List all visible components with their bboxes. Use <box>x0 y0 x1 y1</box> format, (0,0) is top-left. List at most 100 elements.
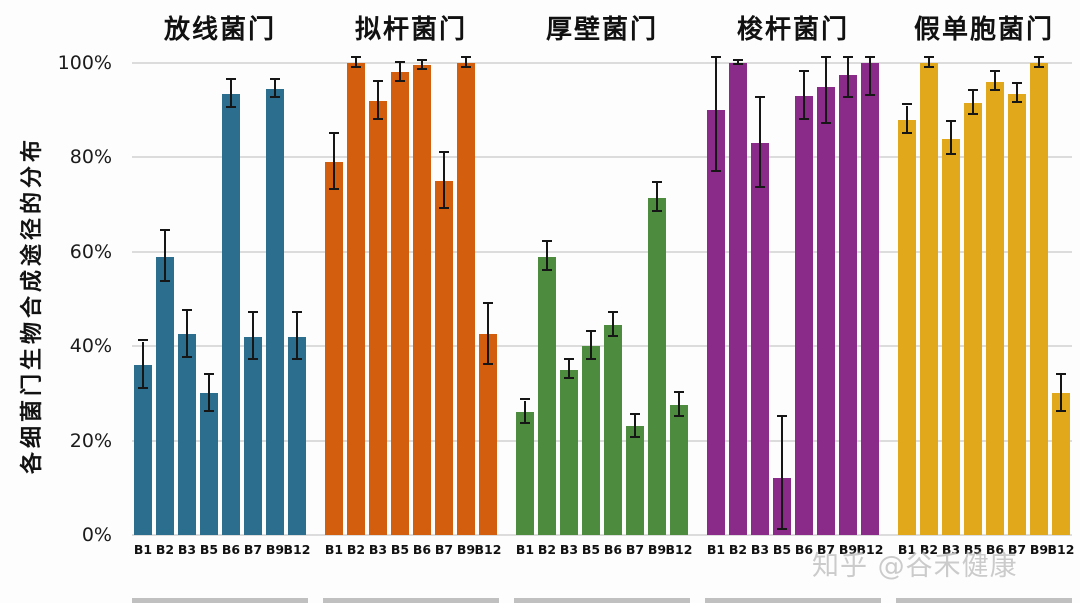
gridline <box>132 62 1072 64</box>
bar <box>516 412 534 535</box>
error-bar <box>399 63 401 82</box>
error-cap-top <box>711 56 721 59</box>
bar-slot: B3 <box>751 63 769 557</box>
x-tick-label: B12 <box>1047 542 1075 557</box>
bar <box>1030 63 1048 535</box>
error-cap-bottom <box>865 94 875 97</box>
group-title: 厚壁菌门 <box>545 15 659 45</box>
error-cap-bottom <box>674 415 684 417</box>
bar <box>325 162 343 535</box>
error-cap-bottom <box>1012 101 1022 104</box>
error-bar <box>1060 374 1062 413</box>
error-cap-top <box>395 61 405 63</box>
error-bar <box>715 58 717 172</box>
error-cap-bottom <box>843 96 853 99</box>
x-tick-label: B12 <box>856 542 884 557</box>
bar-slot: B6 <box>222 63 240 557</box>
gridline <box>132 534 1072 536</box>
x-tick-label: B6 <box>985 542 1005 557</box>
error-bar <box>678 393 680 417</box>
error-bar <box>972 91 974 115</box>
y-tick-label: 100% <box>57 52 112 74</box>
error-bar <box>634 414 636 439</box>
bar-slot: B12 <box>666 63 692 557</box>
error-bar <box>274 79 276 99</box>
y-tick-label: 0% <box>81 524 112 546</box>
bar <box>942 138 960 535</box>
error-cap-bottom <box>586 358 596 361</box>
error-cap-bottom <box>564 377 574 380</box>
bar-slot: B6 <box>413 58 431 557</box>
x-tick-label: B3 <box>368 542 388 557</box>
error-cap-top <box>990 70 1000 73</box>
bar <box>817 86 835 535</box>
error-bar <box>487 303 489 366</box>
bar-group: 假单胞菌门 B1 B2 B3 B5 B6 B7 B9 B12 <box>896 15 1075 557</box>
bar <box>920 63 938 535</box>
error-bar <box>612 313 614 337</box>
error-cap-top <box>843 56 853 59</box>
x-tick-label: B3 <box>559 542 579 557</box>
x-tick-label: B7 <box>816 542 836 557</box>
x-tick-label: B9 <box>265 542 285 557</box>
bar-slot: B1 <box>325 63 343 557</box>
bar-group: 梭杆菌门 B1 B2 B3 B5 B6 B7 B9 B12 <box>705 15 884 557</box>
error-cap-bottom <box>777 528 787 531</box>
bar <box>178 334 196 535</box>
x-tick-label: B6 <box>221 542 241 557</box>
x-tick-label: B12 <box>665 542 693 557</box>
error-cap-bottom <box>652 209 662 212</box>
error-bar <box>950 122 952 156</box>
y-tick-label: 60% <box>69 240 112 263</box>
error-cap-top <box>564 358 574 361</box>
bar-slot: B5 <box>200 63 218 557</box>
bar-slot: B6 <box>986 63 1004 557</box>
error-cap-bottom <box>417 68 427 71</box>
bar-slot: B5 <box>391 61 409 557</box>
bar <box>751 143 769 535</box>
bar <box>729 63 747 535</box>
x-tick-label: B5 <box>772 542 792 557</box>
error-bar <box>355 58 357 68</box>
error-cap-bottom <box>160 280 170 283</box>
error-cap-top <box>968 89 978 92</box>
gridline <box>132 250 1072 253</box>
x-tick-label: B3 <box>941 542 961 557</box>
error-cap-bottom <box>821 122 831 125</box>
x-tick-label: B1 <box>133 542 153 557</box>
x-tick-label: B6 <box>794 542 814 557</box>
x-tick-label: B9 <box>647 542 667 557</box>
bar-slot: B9 <box>266 63 284 557</box>
bar-slot: B7 <box>817 56 835 557</box>
group-title: 拟杆菌门 <box>354 15 468 45</box>
bar <box>369 100 387 535</box>
error-bar <box>590 332 592 361</box>
error-cap-top <box>821 56 831 59</box>
error-cap-top <box>292 311 302 314</box>
bar <box>391 72 409 535</box>
bar-slot: B6 <box>795 63 813 557</box>
error-cap-top <box>351 56 361 59</box>
cropped-next-row-segment <box>132 598 308 603</box>
bar <box>795 96 813 535</box>
bar <box>707 110 725 535</box>
bar <box>222 93 240 535</box>
bar <box>413 65 431 535</box>
x-tick-label: B6 <box>603 542 623 557</box>
error-bar <box>142 341 144 389</box>
x-tick-label: B5 <box>963 542 983 557</box>
gridline <box>132 439 1072 442</box>
error-bar <box>656 183 658 212</box>
error-cap-bottom <box>329 188 339 191</box>
error-cap-top <box>226 77 236 80</box>
bar-slot: B9 <box>648 63 666 557</box>
x-tick-label: B9 <box>456 542 476 557</box>
bar <box>288 336 306 535</box>
error-bar <box>737 60 739 66</box>
bar-slot: B7 <box>435 63 453 557</box>
bar-slot: B2 <box>156 63 174 557</box>
x-tick-label: B1 <box>324 542 344 557</box>
bar-slot: B2 <box>538 63 556 557</box>
bar <box>538 256 556 535</box>
